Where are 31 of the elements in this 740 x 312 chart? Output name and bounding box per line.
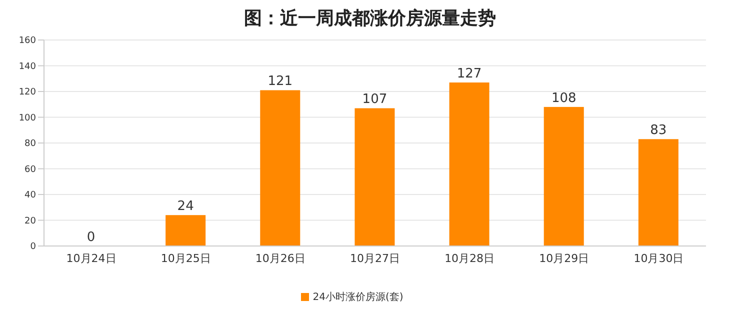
bar	[354, 108, 395, 246]
x-tick-label: 10月29日	[539, 252, 590, 265]
y-tick-label: 0	[30, 242, 36, 252]
y-tick-label: 60	[24, 164, 36, 175]
data-label: 121	[268, 74, 293, 90]
y-tick-label: 160	[18, 36, 36, 46]
data-label: 127	[456, 66, 482, 82]
y-tick-label: 20	[24, 216, 36, 226]
legend-label: 24小时涨价房源(套)	[312, 292, 404, 303]
y-tick-label: 120	[18, 88, 36, 98]
bar	[166, 215, 206, 246]
y-tick-label: 140	[18, 62, 36, 72]
bar	[260, 90, 300, 246]
x-tick-label: 10月27日	[350, 252, 400, 265]
x-tick-label: 10月30日	[634, 252, 684, 265]
y-tick-label: 100	[18, 113, 36, 124]
x-tick-label: 10月25日	[160, 252, 211, 265]
y-tick-label: 40	[24, 190, 36, 201]
bar	[638, 139, 678, 246]
x-tick-label: 10月28日	[444, 252, 495, 265]
bar	[544, 106, 584, 246]
x-tick-label: 10月24日	[66, 252, 116, 265]
x-tick-label: 10月26日	[255, 252, 306, 265]
data-label: 107	[362, 92, 388, 108]
data-label: 0	[86, 230, 96, 245]
data-label: 24	[177, 199, 194, 214]
bar	[449, 82, 490, 246]
chart-title: 图：近一周成都涨价房源量走势	[243, 8, 497, 31]
data-label: 83	[650, 123, 667, 138]
data-label: 108	[551, 90, 576, 106]
y-tick-label: 80	[24, 139, 36, 150]
